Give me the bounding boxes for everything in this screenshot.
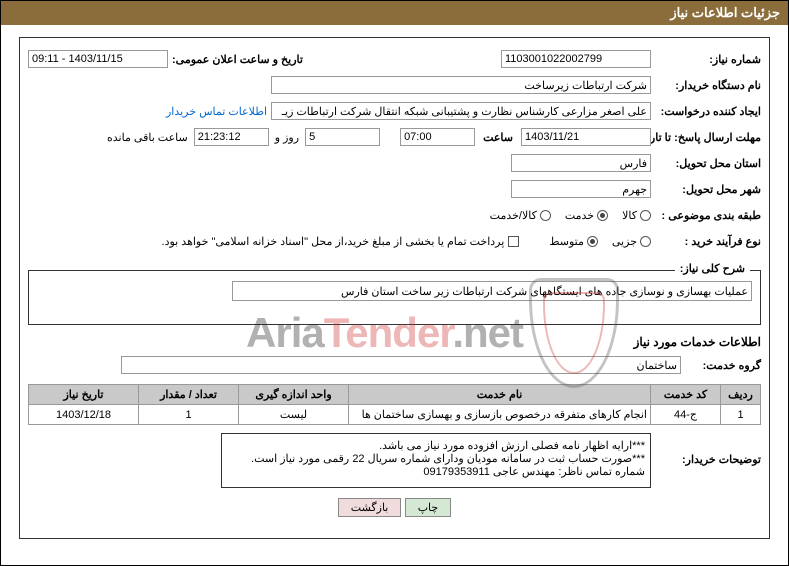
field-buyer-org: شرکت ارتباطات زیرساخت [271,76,651,94]
label-city: شهر محل تحویل: [651,183,761,196]
label-time-word: ساعت [475,131,521,144]
label-deadline: مهلت ارسال پاسخ: تا تاریخ: [651,131,761,144]
th-row: ردیف [721,385,761,405]
th-name: نام خدمت [349,385,651,405]
field-service-group: ساختمان [121,356,681,374]
td-code: ج-44 [651,405,721,425]
row-deadline: مهلت ارسال پاسخ: تا تاریخ: 1403/11/21 سا… [28,126,761,148]
field-need-no: 1103001022002799 [501,50,651,68]
label-need-no: شماره نیاز: [651,53,761,66]
label-remaining: ساعت باقی مانده [107,131,194,144]
radio-khedmat[interactable]: خدمت [565,209,608,222]
th-qty: تعداد / مقدار [139,385,239,405]
field-deadline-time: 07:00 [400,128,475,146]
field-clock-left: 21:23:12 [194,128,269,146]
row-province: استان محل تحویل: فارس [28,152,761,174]
radio-jozee[interactable]: جزیی [612,235,651,248]
label-province: استان محل تحویل: [651,157,761,170]
row-category: طبقه بندی موضوعی : کالا خدمت کالا/خدمت [28,204,761,226]
field-deadline-date: 1403/11/21 [521,128,651,146]
purchase-radio-group: جزیی متوسط [549,235,651,248]
row-service-group: گروه خدمت: ساختمان [28,354,761,376]
row-city: شهر محل تحویل: جهرم [28,178,761,200]
row-purchase-type: نوع فرآیند خرید : جزیی متوسط پرداخت تمام… [28,230,761,252]
services-title: اطلاعات خدمات مورد نیاز [28,335,761,349]
page: جزئیات اطلاعات نیاز AriaTender.net شماره… [0,0,789,566]
payment-checkbox[interactable] [508,236,519,247]
category-radio-group: کالا خدمت کالا/خدمت [490,209,651,222]
page-title-bar: جزئیات اطلاعات نیاز [1,1,788,25]
field-city: جهرم [511,180,651,198]
label-days-and: روز و [269,131,305,144]
label-category: طبقه بندی موضوعی : [651,209,761,222]
page-title: جزئیات اطلاعات نیاز [670,5,780,20]
buyer-contact-link[interactable]: اطلاعات تماس خریدار [166,105,267,118]
content-area: AriaTender.net شماره نیاز: 1103001022002… [1,25,788,551]
label-requester: ایجاد کننده درخواست: [651,105,761,118]
th-date: تاریخ نیاز [29,385,139,405]
payment-note: پرداخت تمام یا بخشی از مبلغ خرید،از محل … [162,235,509,248]
note-line-2: ***صورت حساب ثبت در سامانه مودیان ودارای… [227,452,645,465]
label-announce-date: تاریخ و ساعت اعلان عمومی: [168,53,303,66]
label-buyer-org: نام دستگاه خریدار: [651,79,761,92]
label-purchase-type: نوع فرآیند خرید : [651,235,761,248]
note-line-3: شماره تماس ناظر: مهندس عاجی 09179353911 [227,465,645,478]
row-requester: ایجاد کننده درخواست: علی اصغر مزارعی کار… [28,100,761,122]
radio-motavaset[interactable]: متوسط [549,235,598,248]
radio-kala[interactable]: کالا [622,209,651,222]
row-buyer-org: نام دستگاه خریدار: شرکت ارتباطات زیرساخت [28,74,761,96]
field-days-left: 5 [305,128,380,146]
label-buyer-notes: توضیحات خریدار: [651,433,761,466]
fieldset-need-desc: شرح کلی نیاز: عملیات بهسازی و نوسازی جاد… [28,270,761,325]
th-unit: واحد اندازه گیری [239,385,349,405]
td-row: 1 [721,405,761,425]
services-table: ردیف کد خدمت نام خدمت واحد اندازه گیری ت… [28,384,761,425]
row-buyer-notes: توضیحات خریدار: ***ارایه اظهار نامه فصلی… [28,433,761,488]
buyer-notes-box: ***ارایه اظهار نامه فصلی ارزش افزوده مور… [221,433,651,488]
radio-kala-khedmat[interactable]: کالا/خدمت [490,209,551,222]
th-code: کد خدمت [651,385,721,405]
label-service-group: گروه خدمت: [681,359,761,372]
td-date: 1403/12/18 [29,405,139,425]
field-announce-date: 09:11 - 1403/11/15 [28,50,168,68]
main-panel: AriaTender.net شماره نیاز: 1103001022002… [19,37,770,539]
legend-need-desc: شرح کلی نیاز: [675,262,750,275]
note-line-1: ***ارایه اظهار نامه فصلی ارزش افزوده مور… [227,439,645,452]
td-name: انجام کارهای متفرقه درخصوص بازسازی و بهس… [349,405,651,425]
field-need-desc: عملیات بهسازی و نوسازی جاده های ایستگاهه… [232,281,752,301]
back-button[interactable]: بازگشت [338,498,402,517]
field-province: فارس [511,154,651,172]
row-need-no: شماره نیاز: 1103001022002799 تاریخ و ساع… [28,48,761,70]
button-row: چاپ بازگشت [28,498,761,517]
print-button[interactable]: چاپ [405,498,452,517]
table-row: 1 ج-44 انجام کارهای متفرقه درخصوص بازساز… [29,405,761,425]
td-unit: لیست [239,405,349,425]
td-qty: 1 [139,405,239,425]
field-requester: علی اصغر مزارعی کارشناس نظارت و پشتیبانی… [271,102,651,120]
table-header-row: ردیف کد خدمت نام خدمت واحد اندازه گیری ت… [29,385,761,405]
